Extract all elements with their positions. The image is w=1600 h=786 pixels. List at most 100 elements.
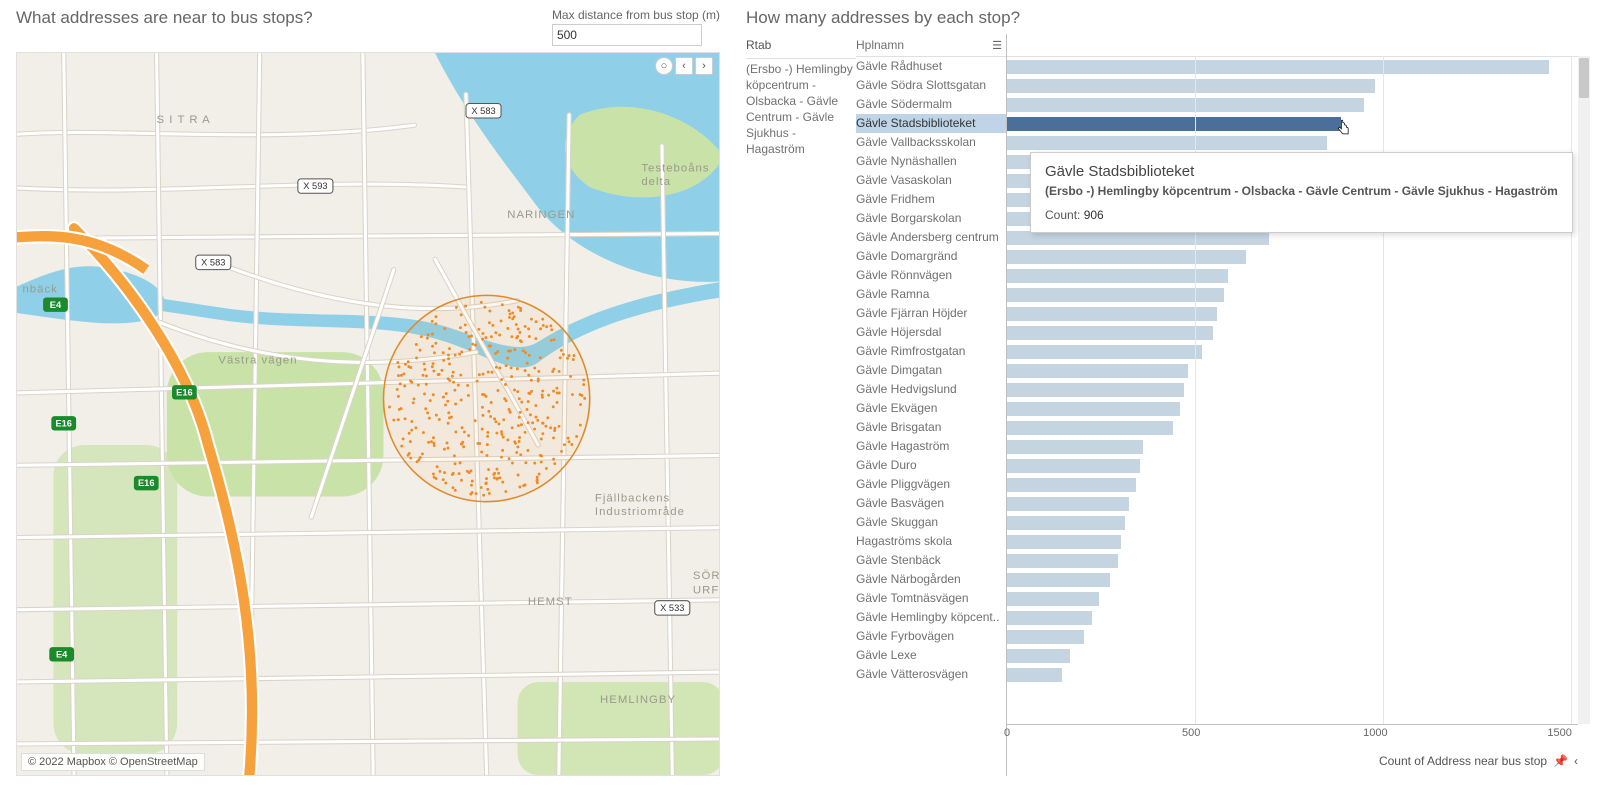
bar-row[interactable] [1007, 646, 1578, 665]
bar-row[interactable] [1007, 608, 1578, 627]
bar[interactable] [1007, 421, 1173, 435]
map-next-button[interactable]: › [695, 57, 713, 75]
hplnamn-row[interactable]: Gävle Fyrbovägen [856, 627, 1006, 646]
hplnamn-row[interactable]: Gävle Rådhuset [856, 57, 1006, 76]
hplnamn-row[interactable]: Gävle Stadsbiblioteket [856, 114, 1006, 133]
bar-row[interactable] [1007, 380, 1578, 399]
hplnamn-row[interactable]: Gävle Borgarskolan [856, 209, 1006, 228]
bar[interactable] [1007, 573, 1110, 587]
hplnamn-row[interactable]: Gävle Nynäshallen [856, 152, 1006, 171]
hplnamn-row[interactable]: Gävle Södra Slottsgatan [856, 76, 1006, 95]
bar-row[interactable] [1007, 494, 1578, 513]
map-viz[interactable]: X 583X 583X 593X 533E4E16E16E16E4S I T R… [16, 52, 720, 776]
bar[interactable] [1007, 250, 1246, 264]
bar[interactable] [1007, 383, 1184, 397]
bar-row[interactable] [1007, 418, 1578, 437]
bar-row[interactable] [1007, 133, 1578, 152]
bar-row[interactable] [1007, 285, 1578, 304]
bar-row[interactable] [1007, 57, 1578, 76]
hplnamn-row[interactable]: Gävle Vätterosvägen [856, 665, 1006, 684]
vertical-scrollbar[interactable] [1578, 56, 1590, 724]
hplnamn-row[interactable]: Gävle Ramna [856, 285, 1006, 304]
bar[interactable] [1007, 497, 1129, 511]
bar-row[interactable] [1007, 627, 1578, 646]
bar[interactable] [1007, 136, 1327, 150]
bar[interactable] [1007, 364, 1188, 378]
hplnamn-row[interactable]: Gävle Hedvigslund [856, 380, 1006, 399]
bar-row[interactable] [1007, 266, 1578, 285]
bar-row[interactable] [1007, 513, 1578, 532]
hplnamn-row[interactable]: Gävle Pliggvägen [856, 475, 1006, 494]
bar-row[interactable] [1007, 399, 1578, 418]
bar-chart[interactable]: Rtab (Ersbo -) Hemlingby köpcentrum - Ol… [746, 34, 1590, 776]
hplnamn-row[interactable]: Gävle Hagaström [856, 437, 1006, 456]
hplnamn-row[interactable]: Gävle Hemlingby köpcent.. [856, 608, 1006, 627]
map-search-button[interactable]: ○ [655, 57, 673, 75]
hplnamn-row[interactable]: Gävle Skuggan [856, 513, 1006, 532]
hplnamn-row[interactable]: Gävle Höjersdal [856, 323, 1006, 342]
bar[interactable] [1007, 649, 1070, 663]
hplnamn-row[interactable]: Gävle Vallbacksskolan [856, 133, 1006, 152]
chevron-left-icon[interactable]: ‹ [1574, 754, 1578, 768]
bar[interactable] [1007, 402, 1180, 416]
hplnamn-row[interactable]: Gävle Dimgatan [856, 361, 1006, 380]
bar-row[interactable] [1007, 95, 1578, 114]
bar[interactable] [1007, 535, 1121, 549]
map-canvas[interactable]: X 583X 583X 593X 533E4E16E16E16E4S I T R… [17, 53, 719, 775]
bar[interactable] [1007, 307, 1217, 321]
bar-row[interactable] [1007, 342, 1578, 361]
bar-row[interactable] [1007, 551, 1578, 570]
hplnamn-row[interactable]: Gävle Domargränd [856, 247, 1006, 266]
bar[interactable] [1007, 630, 1084, 644]
bar[interactable] [1007, 345, 1202, 359]
bar-row[interactable] [1007, 361, 1578, 380]
hplnamn-header[interactable]: Hplnamn [856, 38, 904, 52]
bar[interactable] [1007, 459, 1140, 473]
hplnamn-row[interactable]: Gävle Ekvägen [856, 399, 1006, 418]
bar[interactable] [1007, 554, 1118, 568]
bar[interactable] [1007, 288, 1224, 302]
bar[interactable] [1007, 79, 1375, 93]
scroll-thumb[interactable] [1579, 58, 1589, 98]
hplnamn-row[interactable]: Gävle Andersberg centrum [856, 228, 1006, 247]
bar-row[interactable] [1007, 114, 1578, 133]
hplnamn-row[interactable]: Gävle Lexe [856, 646, 1006, 665]
bar-row[interactable] [1007, 475, 1578, 494]
pin-icon[interactable]: 📌 [1553, 754, 1568, 768]
bar[interactable] [1007, 326, 1213, 340]
bar-row[interactable] [1007, 247, 1578, 266]
bar[interactable] [1007, 611, 1092, 625]
rtab-header[interactable]: Rtab [746, 34, 856, 56]
bar-row[interactable] [1007, 437, 1578, 456]
hplnamn-row[interactable]: Gävle Fridhem [856, 190, 1006, 209]
sort-icon[interactable]: ☰ [992, 39, 1002, 52]
hplnamn-row[interactable]: Gävle Södermalm [856, 95, 1006, 114]
bar-row[interactable] [1007, 665, 1578, 684]
map-prev-button[interactable]: ‹ [675, 57, 693, 75]
bar[interactable] [1007, 440, 1143, 454]
bar[interactable] [1007, 60, 1549, 74]
hplnamn-row[interactable]: Gävle Rimfrostgatan [856, 342, 1006, 361]
hplnamn-row[interactable]: Gävle Brisgatan [856, 418, 1006, 437]
hplnamn-row[interactable]: Gävle Tomtnäsvägen [856, 589, 1006, 608]
bar-row[interactable] [1007, 304, 1578, 323]
parameter-input[interactable] [552, 24, 702, 46]
hplnamn-row[interactable]: Hagaströms skola [856, 532, 1006, 551]
bar[interactable] [1007, 98, 1364, 112]
bar-row[interactable] [1007, 456, 1578, 475]
hplnamn-row[interactable]: Gävle Närbogården [856, 570, 1006, 589]
bar-row[interactable] [1007, 532, 1578, 551]
bar[interactable] [1007, 516, 1125, 530]
bar-row[interactable] [1007, 589, 1578, 608]
hplnamn-row[interactable]: Gävle Vasaskolan [856, 171, 1006, 190]
bar[interactable] [1007, 117, 1341, 131]
bar-row[interactable] [1007, 76, 1578, 95]
hplnamn-row[interactable]: Gävle Stenbäck [856, 551, 1006, 570]
bar[interactable] [1007, 668, 1062, 682]
hplnamn-row[interactable]: Gävle Duro [856, 456, 1006, 475]
bar-row[interactable] [1007, 323, 1578, 342]
hplnamn-row[interactable]: Gävle Rönnvägen [856, 266, 1006, 285]
bar[interactable] [1007, 592, 1099, 606]
bar[interactable] [1007, 478, 1136, 492]
bar-row[interactable] [1007, 570, 1578, 589]
